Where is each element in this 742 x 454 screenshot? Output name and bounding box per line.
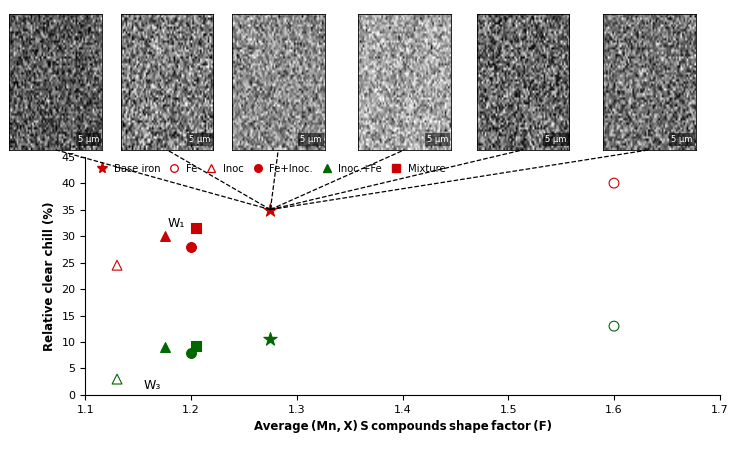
Text: 5 μm: 5 μm	[301, 135, 322, 144]
Text: 5 μm: 5 μm	[78, 135, 99, 144]
Point	[608, 322, 620, 330]
Fe	[608, 179, 620, 187]
Text: W₃: W₃	[143, 379, 161, 392]
Fe+Inoc.	[185, 243, 197, 250]
Inoc.+Fe	[159, 232, 171, 240]
Text: W₁: W₁	[168, 217, 186, 230]
Text: 5 μm: 5 μm	[672, 135, 693, 144]
Point	[264, 336, 276, 343]
Point	[191, 343, 203, 350]
Y-axis label: Relative clear chill (%): Relative clear chill (%)	[43, 201, 56, 350]
Mixture	[191, 224, 203, 232]
Point	[111, 375, 123, 383]
Inoc	[111, 262, 123, 269]
Text: 5 μm: 5 μm	[545, 135, 567, 144]
Base iron	[264, 206, 276, 213]
Point	[159, 344, 171, 351]
Legend: Base iron, Fe, Inoc, Fe+Inoc., Inoc.+Fe, Mixture: Base iron, Fe, Inoc, Fe+Inoc., Inoc.+Fe,…	[91, 162, 447, 176]
Point	[185, 349, 197, 356]
X-axis label: Average (Mn, X) S compounds shape factor (F): Average (Mn, X) S compounds shape factor…	[254, 420, 551, 433]
Text: 5 μm: 5 μm	[427, 135, 448, 144]
Text: 5 μm: 5 μm	[189, 135, 211, 144]
